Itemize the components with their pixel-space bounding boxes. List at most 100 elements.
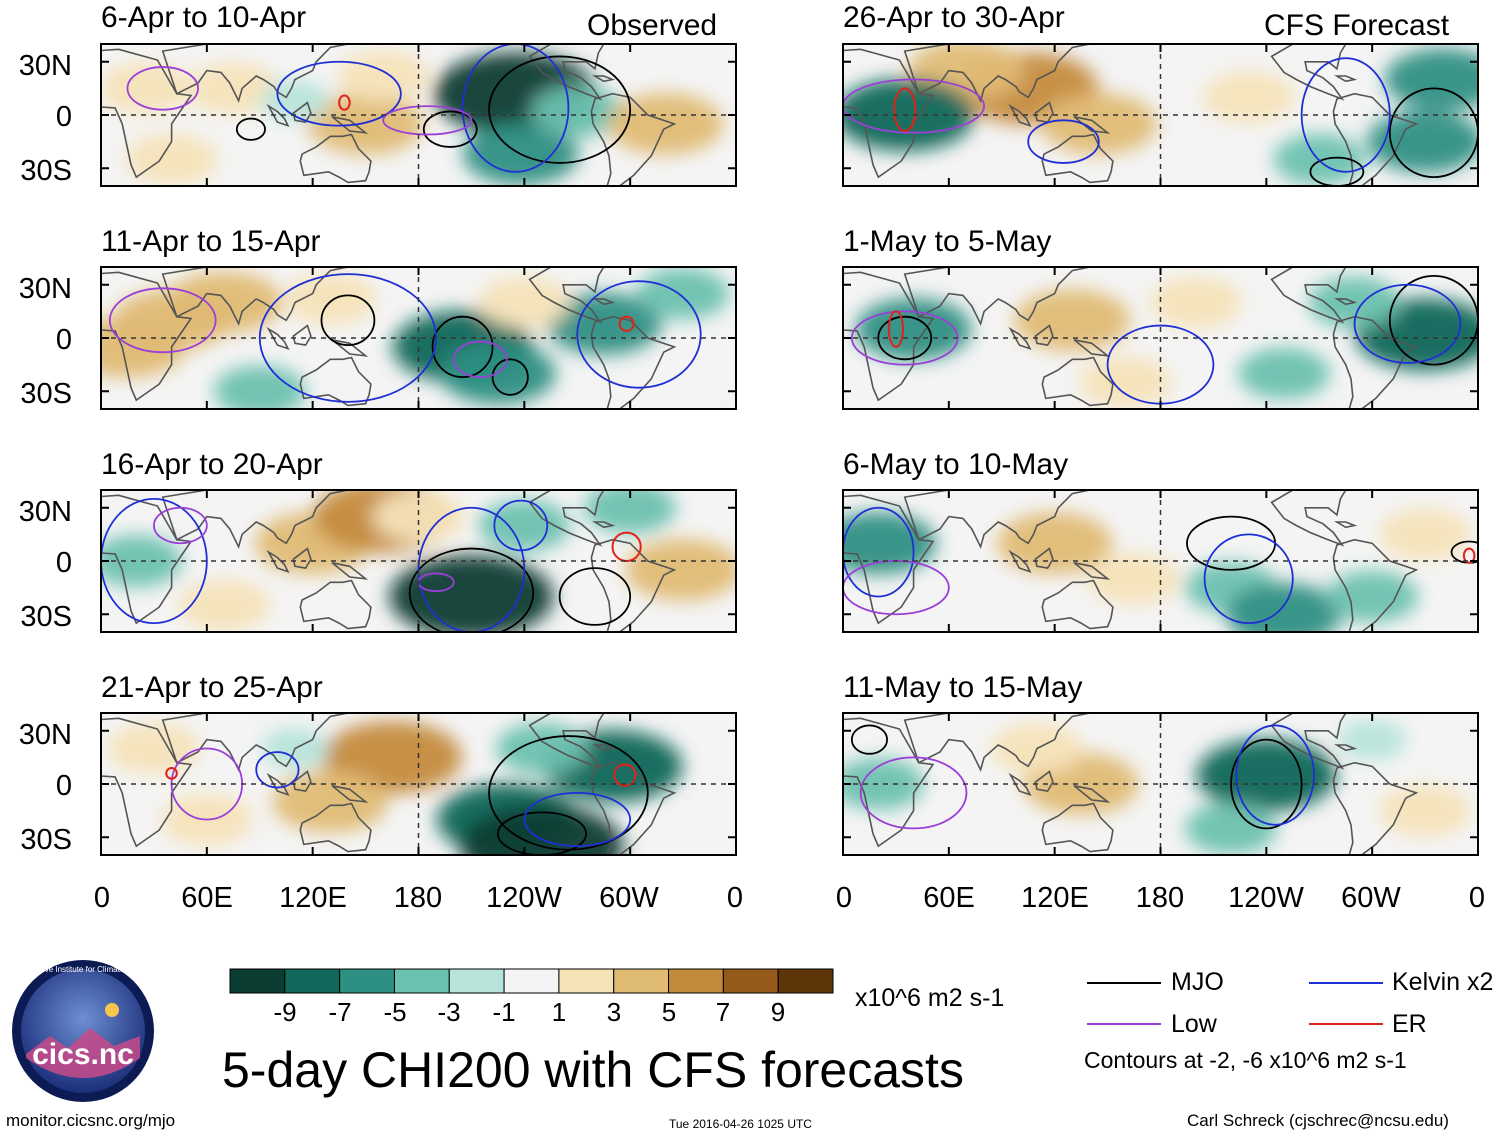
continent-outline xyxy=(903,267,1091,327)
forecast-label: CFS Forecast xyxy=(1264,9,1450,42)
er-contour xyxy=(887,310,904,348)
anomaly-blob xyxy=(1367,110,1478,173)
mjo-contour xyxy=(422,110,478,148)
kelvin-contour xyxy=(576,280,702,389)
continent-outline xyxy=(331,562,369,580)
er-contour xyxy=(893,87,917,132)
colorbar-tick-label: -1 xyxy=(492,997,516,1027)
map-panel xyxy=(100,712,737,856)
continent-outline xyxy=(1270,267,1347,324)
continent-outline xyxy=(331,785,369,803)
continent-outline xyxy=(592,75,616,83)
low-contour xyxy=(843,78,985,134)
colorbar-swatch xyxy=(722,968,779,994)
colorbar-tick-label: -9 xyxy=(273,997,297,1027)
continent-outline xyxy=(1332,761,1419,855)
anomaly-shading xyxy=(855,276,1478,409)
continent-outline xyxy=(292,101,312,123)
continent-outline xyxy=(1041,356,1114,407)
continent-outline xyxy=(161,490,349,550)
colorbar-swatch xyxy=(393,968,450,994)
colorbar-swatch xyxy=(284,968,341,994)
anomaly-shading xyxy=(843,508,1472,632)
mjo-contour xyxy=(1388,87,1478,179)
anomaly-blob xyxy=(1040,92,1157,155)
footer-url[interactable]: monitor.cicsnc.org/mjo xyxy=(6,1111,176,1130)
continent-outline xyxy=(1073,339,1111,357)
anomaly-blob xyxy=(1326,570,1419,623)
colorbar-tick-label: -5 xyxy=(383,997,407,1027)
continent-outline xyxy=(292,324,312,346)
anomaly-blob xyxy=(101,315,186,378)
anomaly-blob xyxy=(843,512,937,575)
map-panel xyxy=(842,489,1479,633)
y-tick-label: 0 xyxy=(55,547,72,579)
continent-outline xyxy=(1270,44,1347,101)
colorbar-swatch xyxy=(777,968,834,994)
panel-content xyxy=(843,713,1478,855)
anomaly-blob xyxy=(1384,48,1478,111)
continent-outline xyxy=(590,315,677,409)
mjo-contour xyxy=(431,315,494,378)
wave-contours xyxy=(843,57,1478,186)
panel-title: 6-May to 10-May xyxy=(843,448,1069,481)
anomaly-blob xyxy=(1088,552,1181,605)
logo-text: cics.nc xyxy=(32,1038,134,1071)
mjo-contour xyxy=(408,547,535,632)
anomaly-blob xyxy=(213,365,306,409)
continent-outline xyxy=(843,48,935,179)
panel-content xyxy=(843,490,1478,632)
wave-contours xyxy=(108,273,702,403)
continent-outline xyxy=(1008,772,1032,796)
anomaly-blob xyxy=(996,512,1113,575)
map-panel xyxy=(100,489,737,633)
continent-outline xyxy=(266,549,290,573)
y-tick-label: 30N xyxy=(18,719,72,751)
continent-outline xyxy=(292,547,312,569)
kelvin-contour xyxy=(417,506,526,632)
figure-title: 5-day CHI200 with CFS forecasts xyxy=(222,1042,964,1098)
continent-outline xyxy=(592,744,616,752)
continent-outline xyxy=(1008,549,1032,573)
anomaly-blob xyxy=(1379,784,1472,837)
continent-outline xyxy=(903,490,1091,550)
colorbar-tick-label: 3 xyxy=(606,997,622,1027)
cics-logo: Cooperative Institute for Climate and Sa… xyxy=(10,958,175,1104)
continent-outline xyxy=(1073,785,1111,803)
mjo-contour xyxy=(496,811,587,855)
y-tick-label: 30S xyxy=(20,155,72,187)
colorbar-swatch xyxy=(613,968,670,994)
x-tick-label: 120E xyxy=(1021,882,1089,914)
continent-outline xyxy=(299,579,372,630)
colorbar-swatch xyxy=(668,968,724,994)
continent-outline xyxy=(266,103,290,127)
colorbar-swatch xyxy=(503,968,560,994)
mjo-contour xyxy=(1230,738,1303,830)
continent-outline xyxy=(590,92,677,186)
mjo-contour xyxy=(320,294,376,346)
colorbar-swatch xyxy=(339,968,395,994)
continent-outline xyxy=(1034,770,1054,792)
panel-title: 21-Apr to 25-Apr xyxy=(101,671,323,704)
panel-title: 11-Apr to 15-Apr xyxy=(101,225,321,258)
anomaly-blob xyxy=(1379,508,1472,561)
anomaly-blob xyxy=(1225,583,1342,632)
continent-outline xyxy=(292,770,312,792)
continents xyxy=(101,267,677,409)
footer-timestamp: Tue 2016-04-26 1025 UTC xyxy=(669,1117,812,1131)
anomaly-blob xyxy=(1185,802,1278,855)
anomaly-blob xyxy=(478,276,571,329)
colorbar-tick-label: -3 xyxy=(437,997,461,1027)
continent-outline xyxy=(1334,298,1358,306)
kelvin-contour xyxy=(1203,533,1294,625)
low-contour xyxy=(126,66,199,111)
map-panel xyxy=(842,266,1479,410)
x-tick-label: 0 xyxy=(1468,882,1486,914)
kelvin-contour xyxy=(1235,724,1315,826)
colorbar-swatch xyxy=(558,968,615,994)
er-contour xyxy=(618,315,635,332)
continent-outline xyxy=(101,717,193,848)
continent-outline xyxy=(1332,92,1419,186)
continent-outline xyxy=(161,267,349,327)
